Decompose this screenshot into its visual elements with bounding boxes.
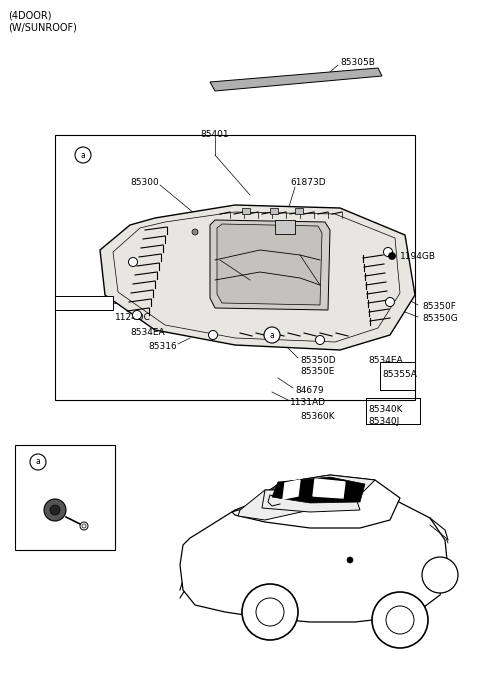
Text: 85316: 85316 <box>148 342 177 351</box>
Polygon shape <box>272 477 365 503</box>
Circle shape <box>192 229 198 235</box>
Polygon shape <box>238 490 310 520</box>
Text: (4DOOR): (4DOOR) <box>8 10 51 20</box>
Text: 85401: 85401 <box>201 130 229 139</box>
Circle shape <box>385 297 395 307</box>
Circle shape <box>242 584 298 640</box>
Bar <box>55 135 415 400</box>
Text: 85355A: 85355A <box>382 370 417 379</box>
Text: 85360K: 85360K <box>300 412 335 421</box>
Bar <box>15 445 115 550</box>
Circle shape <box>388 253 396 259</box>
Circle shape <box>75 147 91 163</box>
Text: 85350E: 85350E <box>300 367 335 376</box>
Circle shape <box>347 557 353 563</box>
Text: 61873D: 61873D <box>290 178 325 187</box>
Text: 85340J: 85340J <box>368 417 399 426</box>
Text: a: a <box>81 150 85 160</box>
Text: 85340B: 85340B <box>68 297 100 306</box>
Text: 8534EA: 8534EA <box>368 356 403 365</box>
Circle shape <box>315 336 324 345</box>
Text: 1124DC: 1124DC <box>115 313 151 322</box>
Polygon shape <box>210 68 382 91</box>
Text: 85350G: 85350G <box>422 314 458 323</box>
Text: 8534EA: 8534EA <box>130 328 165 337</box>
Circle shape <box>372 592 428 648</box>
Text: a: a <box>36 458 40 466</box>
Text: 85350F: 85350F <box>422 302 456 311</box>
Circle shape <box>132 311 142 320</box>
Text: (W/SUNROOF): (W/SUNROOF) <box>8 22 77 32</box>
Circle shape <box>129 257 137 267</box>
Circle shape <box>80 522 88 530</box>
Text: 85340K: 85340K <box>368 405 403 414</box>
Text: a: a <box>270 330 275 339</box>
Circle shape <box>384 248 393 257</box>
Polygon shape <box>180 490 448 622</box>
Circle shape <box>208 330 217 339</box>
Polygon shape <box>313 479 345 498</box>
Polygon shape <box>100 205 415 350</box>
Text: 85350D: 85350D <box>300 356 336 365</box>
Text: 1194GB: 1194GB <box>400 252 436 261</box>
Bar <box>242 208 250 214</box>
Text: 1131AD: 1131AD <box>290 398 326 407</box>
Circle shape <box>82 524 86 528</box>
Circle shape <box>264 327 280 343</box>
Circle shape <box>44 499 66 521</box>
Text: 85300: 85300 <box>130 178 159 187</box>
Text: 85305B: 85305B <box>340 58 375 67</box>
Text: 84679: 84679 <box>295 386 324 395</box>
Polygon shape <box>262 490 360 512</box>
Polygon shape <box>283 480 300 499</box>
Circle shape <box>50 505 60 515</box>
Bar <box>275 220 295 234</box>
Circle shape <box>256 598 284 626</box>
Polygon shape <box>210 220 330 310</box>
Circle shape <box>386 606 414 634</box>
Polygon shape <box>232 475 400 528</box>
Bar <box>295 208 303 214</box>
Circle shape <box>30 454 46 470</box>
Bar <box>55 296 113 310</box>
Circle shape <box>422 557 458 593</box>
Polygon shape <box>270 475 375 500</box>
Bar <box>270 208 278 214</box>
Polygon shape <box>217 224 322 305</box>
